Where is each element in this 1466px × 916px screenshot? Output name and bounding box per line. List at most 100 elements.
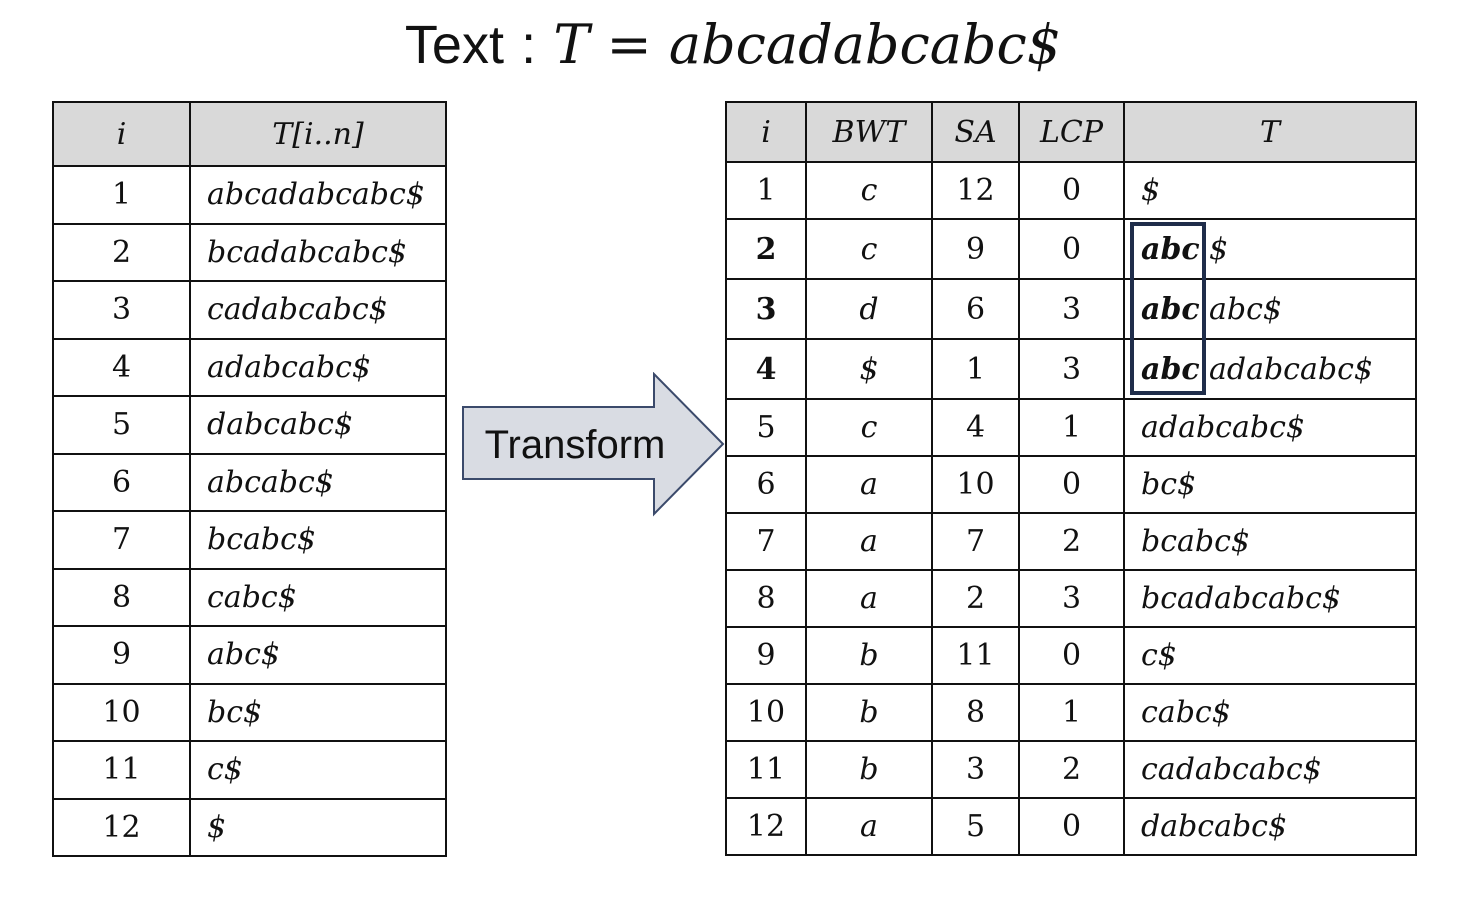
suffix-rest: cabc$: [1141, 695, 1231, 730]
lcp-cell: 0: [1018, 626, 1125, 685]
sa-cell: 11: [931, 626, 1020, 685]
row-index: 11: [725, 740, 807, 799]
lcp-cell: 2: [1018, 512, 1125, 571]
table-row: 6 a 10 0 bc$: [725, 455, 1417, 514]
table-row: 4 adabcabc$: [52, 337, 447, 397]
header-i: i: [52, 101, 191, 167]
table-row: 12 a 5 0 dabcabc$: [725, 797, 1417, 856]
sa-cell: 2: [931, 569, 1020, 628]
sa-cell: 5: [931, 797, 1020, 856]
lcp-cell: 0: [1018, 161, 1125, 220]
suffix-cell: bc$: [1123, 455, 1417, 514]
table-row: 9 abc$: [52, 625, 447, 685]
lcp-cell: 1: [1018, 398, 1125, 457]
table-row: 3 cadabcabc$: [52, 280, 447, 340]
suffix-rest: abc$: [1209, 291, 1282, 327]
table-row: 5 dabcabc$: [52, 395, 447, 455]
suffix-cell: c$: [189, 740, 447, 800]
table-row: 11 c$: [52, 740, 447, 800]
table-row: 7 a 7 2 bcabc$: [725, 512, 1417, 571]
page-title: Text : T = abcadabcabc$: [0, 10, 1466, 80]
suffix-rest: dabcabc$: [1141, 809, 1288, 844]
sa-cell: 8: [931, 683, 1020, 742]
suffix-cell: adabcabc$: [189, 337, 447, 397]
row-index: 7: [725, 512, 807, 571]
suffix-cell: bcadabcabc$: [1123, 569, 1417, 628]
suffix-cell: abcabc$: [189, 452, 447, 512]
suffix-cell: bcabc$: [189, 510, 447, 570]
row-index: 6: [52, 452, 191, 512]
bwt-cell: c: [805, 161, 933, 220]
suffix-table: i T[i..n] 1 abcadabcabc$ 2 bcadabcabc$ 3 cada…: [52, 101, 447, 857]
suffix-rest: $: [1209, 231, 1229, 267]
title-label: Text: [404, 15, 504, 75]
suffix-cell: bc$: [189, 682, 447, 742]
bwt-cell: b: [805, 626, 933, 685]
table-row: 4 $1 3 abc adabcabc$: [725, 338, 1417, 400]
suffix-cell: c$: [1123, 626, 1417, 685]
lcp-cell: 3: [1018, 278, 1125, 340]
table-row: 10 bc$: [52, 682, 447, 742]
row-index: 7: [52, 510, 191, 570]
bwt-cell: $: [805, 338, 933, 400]
suffix-array-table-header: i BWT SA LCP T: [725, 101, 1417, 163]
bwt-cell: c: [805, 218, 933, 280]
table-row: 6 abcabc$: [52, 452, 447, 512]
header-lcp: LCP: [1018, 101, 1125, 163]
row-index: 8: [725, 569, 807, 628]
common-prefix-highlight: [1130, 222, 1206, 395]
suffix-rest: bc$: [1141, 467, 1197, 502]
lcp-cell: 3: [1018, 569, 1125, 628]
title-colon: :: [521, 15, 537, 75]
header-sa: SA: [931, 101, 1020, 163]
suffix-rest: $: [1141, 173, 1161, 208]
table-row: 8 a 2 3 bcadabcabc$: [725, 569, 1417, 628]
table-row: 1 c 12 0 $: [725, 161, 1417, 220]
row-index: 2: [52, 222, 191, 282]
table-row: 9 b 11 0 c$: [725, 626, 1417, 685]
row-index: 5: [725, 398, 807, 457]
row-index: 3: [52, 280, 191, 340]
row-index: 10: [52, 682, 191, 742]
row-index: 6: [725, 455, 807, 514]
common-prefix: abc: [1141, 351, 1200, 387]
suffix-cell: cadabcabc$: [189, 280, 447, 340]
lcp-cell: 3: [1018, 338, 1125, 400]
table-row: 7 bcabc$: [52, 510, 447, 570]
suffix-cell: abc$: [1123, 218, 1417, 280]
suffix-cell: $: [1123, 161, 1417, 220]
row-index: 9: [725, 626, 807, 685]
table-row: 2 c 9 0 abc $: [725, 218, 1417, 280]
common-prefix: abc: [1141, 231, 1200, 267]
table-row: 3 d 6 3 abc abc$: [725, 278, 1417, 340]
common-prefix: abc: [1141, 291, 1200, 327]
row-index: 12: [52, 797, 191, 857]
suffix-rest: adabcabc$: [1209, 351, 1373, 387]
row-index: 4: [725, 338, 807, 400]
row-index: 10: [725, 683, 807, 742]
table-row: 5 c 4 1 adabcabc$: [725, 398, 1417, 457]
row-index: 5: [52, 395, 191, 455]
sa-cell: 3: [931, 740, 1020, 799]
lcp-cell: 0: [1018, 455, 1125, 514]
suffix-cell: bcadabcabc$: [189, 222, 447, 282]
suffix-table-header: i T[i..n]: [52, 101, 447, 167]
sa-cell: 6: [931, 278, 1020, 340]
suffix-rest: adabcabc$: [1141, 410, 1305, 445]
sa-cell: 12: [931, 161, 1020, 220]
sa-cell: 1: [931, 338, 1020, 400]
suffix-rest: bcabc$: [1141, 524, 1250, 559]
table-row: 11 b 3 2 cadabcabc$: [725, 740, 1417, 799]
sa-cell: 9: [931, 218, 1020, 280]
suffix-cell: abcadabcabc$: [189, 165, 447, 225]
table-row: 2 bcadabcabc$: [52, 222, 447, 282]
suffix-array-table: i BWT SA LCP T 1 c 12 0 $2 c 9 0 abc $3 d 6 3 abc abc$…: [725, 101, 1417, 856]
bwt-cell: a: [805, 455, 933, 514]
title-formula: T = abcadabcabc$: [553, 13, 1062, 76]
row-index: 9: [52, 625, 191, 685]
suffix-cell: cadabcabc$: [1123, 740, 1417, 799]
suffix-cell: adabcabc$: [1123, 398, 1417, 457]
sa-cell: 7: [931, 512, 1020, 571]
suffix-cell: $: [189, 797, 447, 857]
